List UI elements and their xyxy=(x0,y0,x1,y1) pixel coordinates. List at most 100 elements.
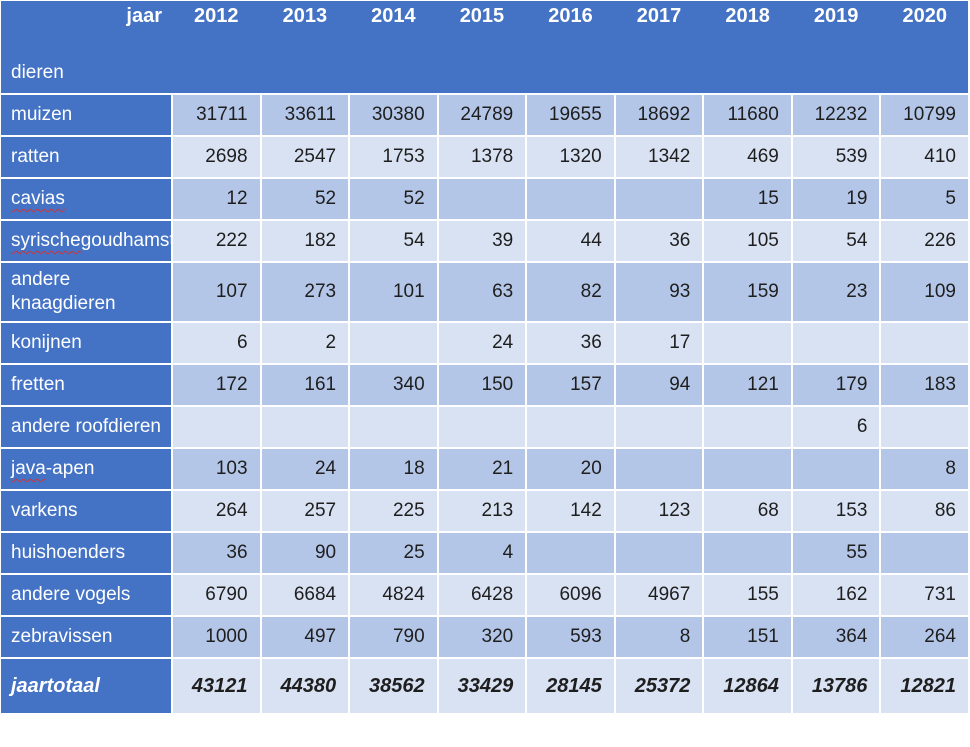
row-label-cavias: cavias xyxy=(1,179,171,219)
header-year-2014: 2014 xyxy=(350,1,437,93)
header-corner-cell: jaar dieren xyxy=(1,1,171,93)
value-fretten-2020: 183 xyxy=(881,365,968,405)
value-cavias-2020: 5 xyxy=(881,179,968,219)
value-andere-knaagdieren-2013: 273 xyxy=(261,263,349,321)
value-ratten-2014: 1753 xyxy=(350,137,437,177)
value-huishoenders-2018 xyxy=(704,533,791,573)
value-andere-roofdieren-2015 xyxy=(438,407,526,447)
value-cavias-2014: 52 xyxy=(350,179,437,219)
value-andere-knaagdieren-2012: 107 xyxy=(173,263,260,321)
value-konijnen-2017: 17 xyxy=(615,323,703,363)
value-syrische-goudhamsters-2014: 54 xyxy=(350,221,437,261)
value-andere-roofdieren-2018 xyxy=(704,407,791,447)
value-jaartotaal-2013: 44380 xyxy=(261,659,349,713)
value-ratten-2017: 1342 xyxy=(615,137,703,177)
value-andere-vogels-2016: 6096 xyxy=(527,575,614,615)
value-muizen-2012: 31711 xyxy=(173,95,260,135)
value-java-apen-2015: 21 xyxy=(438,449,526,489)
row-label-ratten: ratten xyxy=(1,137,171,177)
value-cavias-2015 xyxy=(438,179,526,219)
value-cavias-2019: 19 xyxy=(792,179,880,219)
value-zebravissen-2013: 497 xyxy=(261,617,349,657)
value-java-apen-2018 xyxy=(704,449,791,489)
value-varkens-2018: 68 xyxy=(704,491,791,531)
header-year-2020: 2020 xyxy=(881,1,968,93)
value-zebravissen-2017: 8 xyxy=(615,617,703,657)
value-huishoenders-2012: 36 xyxy=(173,533,260,573)
value-syrische-goudhamsters-2020: 226 xyxy=(881,221,968,261)
value-konijnen-2012: 6 xyxy=(173,323,260,363)
value-ratten-2018: 469 xyxy=(704,137,791,177)
value-zebravissen-2019: 364 xyxy=(792,617,880,657)
value-andere-knaagdieren-2015: 63 xyxy=(438,263,526,321)
value-andere-vogels-2012: 6790 xyxy=(173,575,260,615)
header-year-2015: 2015 xyxy=(438,1,526,93)
value-varkens-2014: 225 xyxy=(350,491,437,531)
value-andere-roofdieren-2016 xyxy=(527,407,614,447)
value-cavias-2017 xyxy=(615,179,703,219)
value-syrische-goudhamsters-2012: 222 xyxy=(173,221,260,261)
value-andere-vogels-2013: 6684 xyxy=(261,575,349,615)
value-cavias-2012: 12 xyxy=(173,179,260,219)
value-muizen-2020: 10799 xyxy=(881,95,968,135)
value-java-apen-2020: 8 xyxy=(881,449,968,489)
value-muizen-2014: 30380 xyxy=(350,95,437,135)
value-jaartotaal-2018: 12864 xyxy=(704,659,791,713)
value-andere-knaagdieren-2016: 82 xyxy=(527,263,614,321)
row-label-konijnen: konijnen xyxy=(1,323,171,363)
value-jaartotaal-2020: 12821 xyxy=(881,659,968,713)
value-andere-vogels-2014: 4824 xyxy=(350,575,437,615)
value-muizen-2013: 33611 xyxy=(261,95,349,135)
value-andere-roofdieren-2013 xyxy=(261,407,349,447)
value-fretten-2018: 121 xyxy=(704,365,791,405)
value-jaartotaal-2016: 28145 xyxy=(527,659,614,713)
value-huishoenders-2013: 90 xyxy=(261,533,349,573)
value-konijnen-2016: 36 xyxy=(527,323,614,363)
value-varkens-2016: 142 xyxy=(527,491,614,531)
value-fretten-2019: 179 xyxy=(792,365,880,405)
value-jaartotaal-2014: 38562 xyxy=(350,659,437,713)
value-syrische-goudhamsters-2019: 54 xyxy=(792,221,880,261)
value-andere-knaagdieren-2018: 159 xyxy=(704,263,791,321)
value-varkens-2012: 264 xyxy=(173,491,260,531)
value-cavias-2018: 15 xyxy=(704,179,791,219)
row-label-varkens: varkens xyxy=(1,491,171,531)
value-huishoenders-2014: 25 xyxy=(350,533,437,573)
value-cavias-2016 xyxy=(527,179,614,219)
value-konijnen-2020 xyxy=(881,323,968,363)
value-java-apen-2013: 24 xyxy=(261,449,349,489)
value-zebravissen-2020: 264 xyxy=(881,617,968,657)
header-year-2012: 2012 xyxy=(173,1,260,93)
row-label-muizen: muizen xyxy=(1,95,171,135)
row-label-zebravissen: zebravissen xyxy=(1,617,171,657)
value-varkens-2019: 153 xyxy=(792,491,880,531)
value-huishoenders-2015: 4 xyxy=(438,533,526,573)
value-andere-knaagdieren-2019: 23 xyxy=(792,263,880,321)
value-andere-vogels-2020: 731 xyxy=(881,575,968,615)
value-varkens-2017: 123 xyxy=(615,491,703,531)
value-konijnen-2018 xyxy=(704,323,791,363)
header-year-2018: 2018 xyxy=(704,1,791,93)
value-huishoenders-2016 xyxy=(527,533,614,573)
value-java-apen-2014: 18 xyxy=(350,449,437,489)
value-konijnen-2014 xyxy=(350,323,437,363)
value-andere-roofdieren-2020 xyxy=(881,407,968,447)
value-ratten-2016: 1320 xyxy=(527,137,614,177)
row-label-andere-vogels: andere vogels xyxy=(1,575,171,615)
label-rest: goudhamsters xyxy=(80,230,202,251)
header-jaar-label: jaar xyxy=(126,5,162,27)
value-java-apen-2019 xyxy=(792,449,880,489)
value-varkens-2013: 257 xyxy=(261,491,349,531)
value-muizen-2015: 24789 xyxy=(438,95,526,135)
value-muizen-2017: 18692 xyxy=(615,95,703,135)
row-label-huishoenders: huishoenders xyxy=(1,533,171,573)
value-andere-knaagdieren-2020: 109 xyxy=(881,263,968,321)
value-huishoenders-2020 xyxy=(881,533,968,573)
value-java-apen-2016: 20 xyxy=(527,449,614,489)
value-varkens-2020: 86 xyxy=(881,491,968,531)
table-header-row: jaar dieren 2012 2013 2014 2015 2016 2017 2018… xyxy=(1,1,968,93)
header-year-2017: 2017 xyxy=(615,1,703,93)
value-konijnen-2013: 2 xyxy=(261,323,349,363)
value-ratten-2020: 410 xyxy=(881,137,968,177)
